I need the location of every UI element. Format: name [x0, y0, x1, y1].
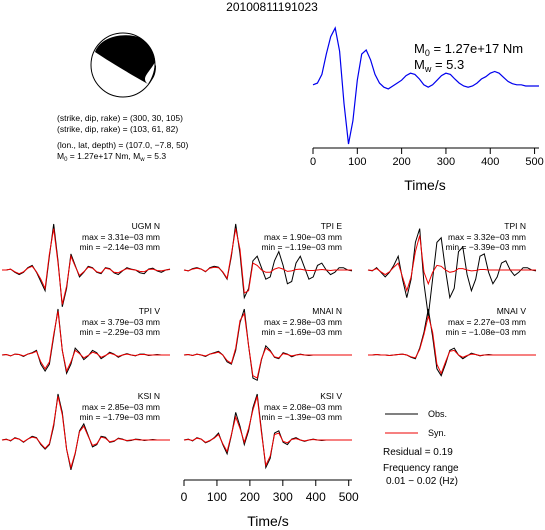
- waveform-min: min = −3.39e−03 mm: [445, 242, 526, 252]
- waveform-max: max = 2.08e−03 mm: [264, 402, 342, 412]
- mechanism-info: (strike, dip, rake) = (300, 30, 105) (st…: [57, 113, 189, 163]
- waveform-min: min = −2.29e−03 mm: [79, 327, 160, 337]
- moment-magnitude-line: M0 = 1.27e+17 Nm, Mw = 5.3: [57, 151, 166, 163]
- frequency-range-value: 0.01 − 0.02 (Hz): [386, 476, 458, 487]
- waveform-max: max = 3.32e−03 mm: [448, 232, 526, 242]
- stf-mw: Mw = 5.3: [414, 57, 464, 74]
- bottom-x-tick-label: 100: [207, 490, 227, 504]
- station-label: MNAI V: [497, 306, 527, 316]
- nodal-plane-2: (strike, dip, rake) = (103, 61, 82): [57, 124, 178, 134]
- synthetic-trace: [2, 228, 171, 305]
- stf-m0: M0 = 1.27e+17 Nm: [414, 41, 523, 58]
- waveform-max: max = 3.79e−03 mm: [82, 317, 160, 327]
- stf-curve: [312, 26, 539, 145]
- bottom-x-tick-label: 0: [181, 490, 188, 504]
- stf-x-tick-label: 100: [348, 156, 366, 168]
- synthetic-trace: [1, 311, 170, 373]
- observed-trace: [367, 228, 537, 317]
- bottom-x-tick-label: 300: [273, 490, 293, 504]
- waveform-min: min = −2.14e−03 mm: [79, 242, 160, 252]
- synthetic-trace: [183, 312, 352, 379]
- station-label: MNAI N: [312, 306, 342, 316]
- waveform-min: min = −1.69e−03 mm: [261, 327, 342, 337]
- station-label: UGM N: [132, 221, 160, 231]
- bottom-x-tick-label: 400: [306, 490, 326, 504]
- waveform-min: min = −1.19e−03 mm: [261, 242, 342, 252]
- beachball: [90, 32, 156, 98]
- station-label: KSI V: [320, 391, 342, 401]
- station-label: TPI E: [321, 221, 343, 231]
- stf-x-tick-label: 500: [525, 156, 543, 168]
- synthetic-trace: [367, 235, 536, 293]
- station-label: TPI N: [504, 221, 526, 231]
- waveform-max: max = 2.98e−03 mm: [264, 317, 342, 327]
- bottom-time-axis: 0 100 200 300 400 500 Time/s: [181, 479, 359, 529]
- stf-x-label: Time/s: [404, 177, 445, 193]
- nodal-plane-1: (strike, dip, rake) = (300, 30, 105): [57, 113, 183, 123]
- waveform-max: max = 2.85e−03 mm: [82, 402, 160, 412]
- legend-syn-label: Syn.: [428, 428, 446, 438]
- bottom-x-ticks: 0 100 200 300 400 500: [181, 480, 359, 504]
- bottom-x-label: Time/s: [247, 513, 288, 529]
- stf-x-tick-label: 400: [481, 156, 499, 168]
- legend-obs-label: Obs.: [428, 409, 447, 419]
- waveform-min: min = −1.79e−03 mm: [79, 412, 160, 422]
- observed-trace: [183, 223, 353, 300]
- bottom-x-tick-label: 200: [240, 490, 260, 504]
- beachball-compression-tip: [148, 64, 156, 84]
- figure-title: 20100811191023: [226, 0, 318, 14]
- residual-text: Residual = 0.19: [383, 447, 453, 458]
- bottom-x-tick-label: 500: [339, 490, 359, 504]
- synthetic-trace: [1, 396, 170, 470]
- synthetic-trace: [183, 396, 352, 468]
- source-time-function-plot: 0 100 200 300 400 500 M0 = 1.27e+17 Nm Mw = 5…: [310, 26, 544, 193]
- synthetic-trace: [183, 228, 352, 294]
- synthetic-trace: [368, 315, 536, 375]
- waveform-max: max = 1.90e−03 mm: [264, 232, 342, 242]
- waveform-max: max = 3.31e−03 mm: [82, 232, 160, 242]
- frequency-range-label: Frequency range: [383, 463, 459, 474]
- station-label: KSI N: [138, 391, 160, 401]
- legend: Obs. Syn. Residual = 0.19 Frequency rang…: [383, 409, 459, 487]
- stf-x-ticks: 0 100 200 300 400 500: [310, 148, 544, 168]
- event-location: (lon., lat, depth) = (107.0, −7.8, 50): [57, 140, 189, 150]
- waveform-min: min = −1.08e−03 mm: [445, 327, 526, 337]
- stf-x-tick-label: 300: [437, 156, 455, 168]
- beachball-compression: [95, 35, 155, 84]
- waveform-min: min = −1.39e−03 mm: [261, 412, 342, 422]
- stf-x-tick-label: 200: [392, 156, 410, 168]
- station-label: TPI V: [139, 306, 161, 316]
- stf-x-tick-label: 0: [310, 156, 316, 168]
- waveform-max: max = 2.27e−03 mm: [448, 317, 526, 327]
